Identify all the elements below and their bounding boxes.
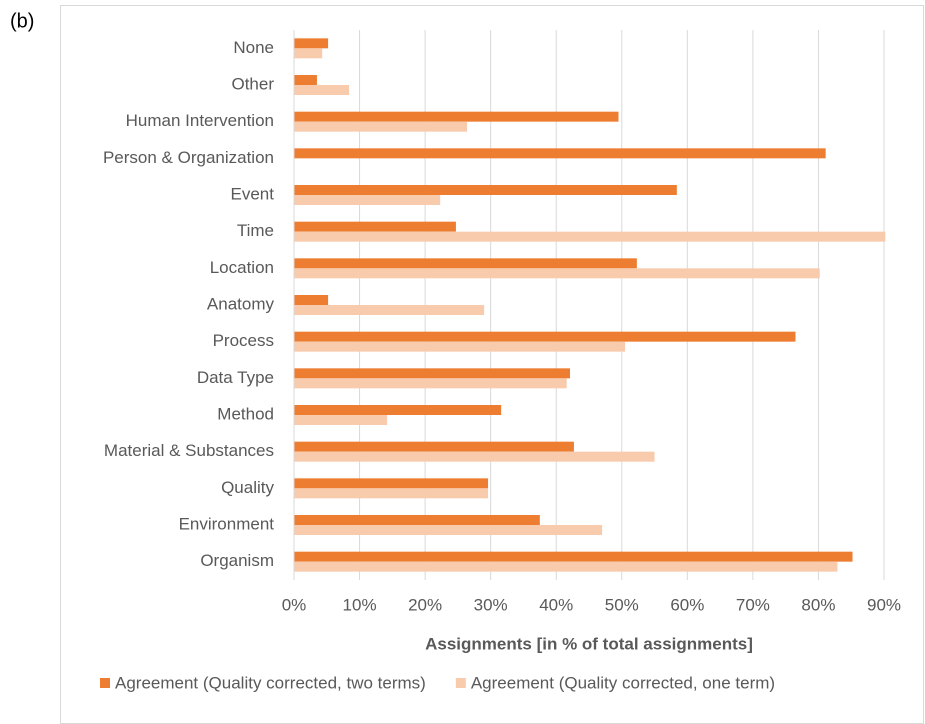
bar xyxy=(294,38,329,49)
y-tick-label: Time xyxy=(237,221,274,240)
bar xyxy=(294,111,619,122)
legend-label: Agreement (Quality corrected, two terms) xyxy=(115,673,426,692)
bar xyxy=(294,515,540,525)
x-tick-label: 20% xyxy=(408,595,442,614)
bar xyxy=(294,341,626,352)
bar xyxy=(294,221,456,232)
bar xyxy=(294,121,468,132)
y-tick-label: Method xyxy=(217,404,274,423)
bar xyxy=(294,441,574,452)
x-tick-label: 60% xyxy=(670,595,704,614)
x-tick-label: 80% xyxy=(801,595,835,614)
bar xyxy=(294,488,489,499)
y-tick-label: Quality xyxy=(221,478,274,497)
bar xyxy=(294,378,567,389)
y-tick-label: None xyxy=(233,38,274,57)
bar xyxy=(294,405,502,415)
bar xyxy=(294,415,388,425)
bar xyxy=(294,331,796,342)
y-tick-label: Person & Organization xyxy=(103,148,274,167)
y-tick-label: Anatomy xyxy=(207,294,275,313)
bar xyxy=(294,75,317,85)
x-tick-label: 90% xyxy=(867,595,901,614)
x-tick-label: 40% xyxy=(539,595,573,614)
x-tick-label: 50% xyxy=(605,595,639,614)
x-tick-label: 10% xyxy=(343,595,377,614)
y-tick-label: Human Intervention xyxy=(126,111,274,130)
chart-frame xyxy=(60,5,924,724)
x-tick-label: 0% xyxy=(282,595,307,614)
y-tick-label: Other xyxy=(231,74,274,93)
legend-swatch xyxy=(455,678,466,688)
y-tick-label: Data Type xyxy=(197,368,274,387)
bar xyxy=(294,451,655,462)
x-tick-label: 30% xyxy=(474,595,508,614)
bar xyxy=(294,525,603,535)
bar xyxy=(294,258,637,269)
legend-swatch xyxy=(100,678,110,688)
y-tick-label: Location xyxy=(210,258,274,277)
x-tick-label: 70% xyxy=(736,595,770,614)
y-tick-label: Material & Substances xyxy=(104,441,274,460)
bar xyxy=(294,48,323,59)
bar xyxy=(294,478,489,489)
bar xyxy=(294,295,329,305)
y-tick-label: Process xyxy=(213,331,274,350)
legend-label: Agreement (Quality corrected, one term) xyxy=(471,673,775,692)
bar xyxy=(294,368,570,379)
bar xyxy=(294,561,838,572)
bar xyxy=(294,85,350,95)
y-tick-label: Environment xyxy=(179,514,275,533)
bar xyxy=(294,268,820,279)
y-tick-label: Event xyxy=(231,184,275,203)
y-tick-label: Organism xyxy=(200,551,274,570)
bar xyxy=(294,185,677,195)
bar xyxy=(294,305,485,315)
panel-label: (b) xyxy=(10,10,34,32)
bar xyxy=(294,195,441,205)
x-axis-title: Assignments [in % of total assignments] xyxy=(425,634,753,653)
bar xyxy=(294,148,826,159)
bar xyxy=(294,231,886,242)
bar xyxy=(294,551,853,562)
